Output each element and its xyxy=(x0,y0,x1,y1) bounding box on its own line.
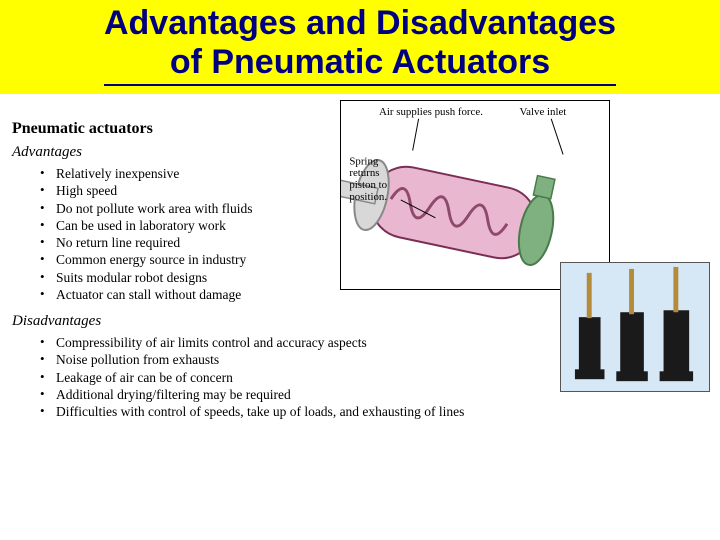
list-item: Actuator can stall without damage xyxy=(40,286,372,303)
label-valve: Valve inlet xyxy=(520,106,567,118)
text-content: Pneumatic actuators Advantages Relativel… xyxy=(12,120,372,420)
list-item: Can be used in laboratory work xyxy=(40,217,372,234)
list-item: Noise pollution from exhausts xyxy=(40,351,560,368)
label-spring-w1: Spring xyxy=(349,155,379,167)
list-item: Do not pollute work area with fluids xyxy=(40,200,372,217)
title-banner: Advantages and Disadvantages of Pneumati… xyxy=(0,0,720,94)
list-item: High speed xyxy=(40,182,372,199)
actuator-photo xyxy=(560,262,710,392)
title-line-2: of Pneumatic Actuators xyxy=(170,43,550,81)
list-item: Additional drying/filtering may be requi… xyxy=(40,386,560,403)
list-item: Compressibility of air limits control an… xyxy=(40,334,560,351)
title-line-1: Advantages and Disadvantages xyxy=(104,4,616,42)
list-item: Common energy source in industry xyxy=(40,251,372,268)
disadvantages-heading: Disadvantages xyxy=(12,313,372,330)
advantages-list: Relatively inexpensive High speed Do not… xyxy=(40,165,372,303)
list-item: Suits modular robot designs xyxy=(40,269,372,286)
list-item: Leakage of air can be of concern xyxy=(40,369,560,386)
list-item: No return line required xyxy=(40,234,372,251)
advantages-heading: Advantages xyxy=(12,144,372,161)
list-item: Relatively inexpensive xyxy=(40,165,372,182)
page-title: Advantages and Disadvantages of Pneumati… xyxy=(104,4,616,86)
list-item: Difficulties with control of speeds, tak… xyxy=(40,403,560,420)
disadvantages-list: Compressibility of air limits control an… xyxy=(40,334,560,420)
label-air: Air supplies push force. xyxy=(379,106,483,118)
section-heading: Pneumatic actuators xyxy=(12,120,372,138)
